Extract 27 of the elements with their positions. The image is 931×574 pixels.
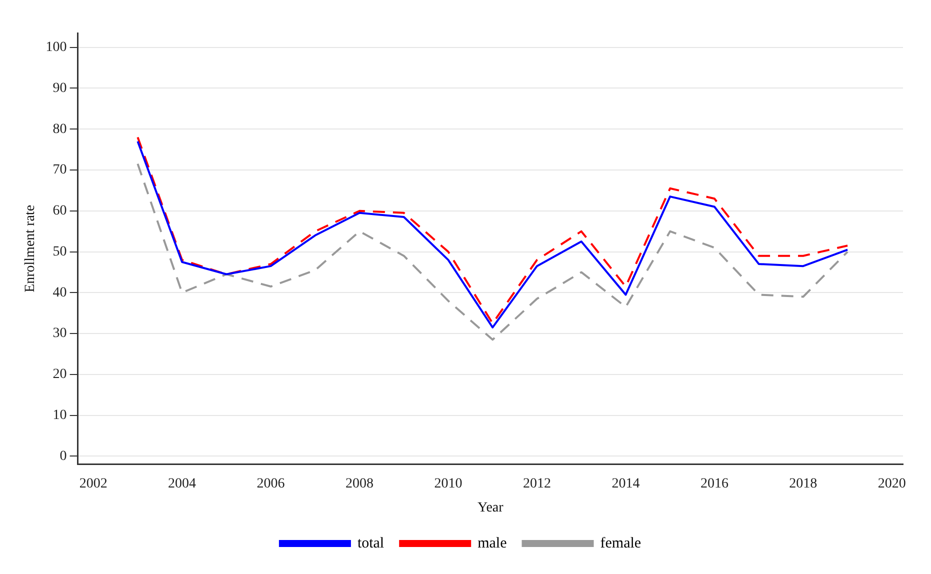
x-tick-label: 2014 bbox=[612, 476, 640, 492]
x-tick-label: 2018 bbox=[789, 476, 818, 492]
y-tick-label: 20 bbox=[52, 367, 67, 382]
x-tick-label: 2020 bbox=[878, 476, 906, 492]
x-tick-label: 2012 bbox=[522, 476, 551, 492]
y-tick-label: 90 bbox=[52, 80, 67, 96]
y-tick-label: 0 bbox=[60, 448, 67, 464]
y-tick-label: 70 bbox=[52, 162, 67, 178]
y-tick-label: 100 bbox=[46, 40, 67, 55]
y-tick-label: 40 bbox=[52, 285, 67, 300]
legend-label: male bbox=[478, 535, 508, 552]
y-tick-label: 80 bbox=[52, 122, 67, 137]
y-tick-label: 60 bbox=[52, 204, 67, 219]
x-tick-label: 2002 bbox=[79, 476, 108, 492]
x-tick-label: 2010 bbox=[434, 476, 462, 492]
x-tick-label: 2006 bbox=[256, 476, 285, 492]
x-tick-label: 2008 bbox=[346, 476, 374, 492]
y-tick-label: 50 bbox=[52, 244, 67, 260]
x-tick-label: 2004 bbox=[168, 476, 196, 492]
x-axis-title: Year bbox=[477, 500, 504, 516]
y-tick-label: 30 bbox=[52, 326, 67, 342]
x-tick-label: 2016 bbox=[700, 476, 728, 492]
y-tick-label: 10 bbox=[52, 408, 67, 424]
y-axis-title: Enrollment rate bbox=[23, 204, 38, 292]
line-series bbox=[136, 162, 849, 341]
legend-label: total bbox=[357, 535, 384, 552]
legend-label: female bbox=[600, 535, 642, 552]
